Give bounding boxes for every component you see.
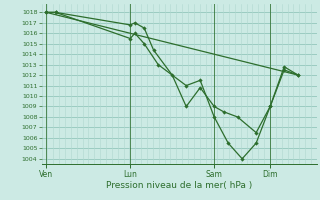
- X-axis label: Pression niveau de la mer( hPa ): Pression niveau de la mer( hPa ): [106, 181, 252, 190]
